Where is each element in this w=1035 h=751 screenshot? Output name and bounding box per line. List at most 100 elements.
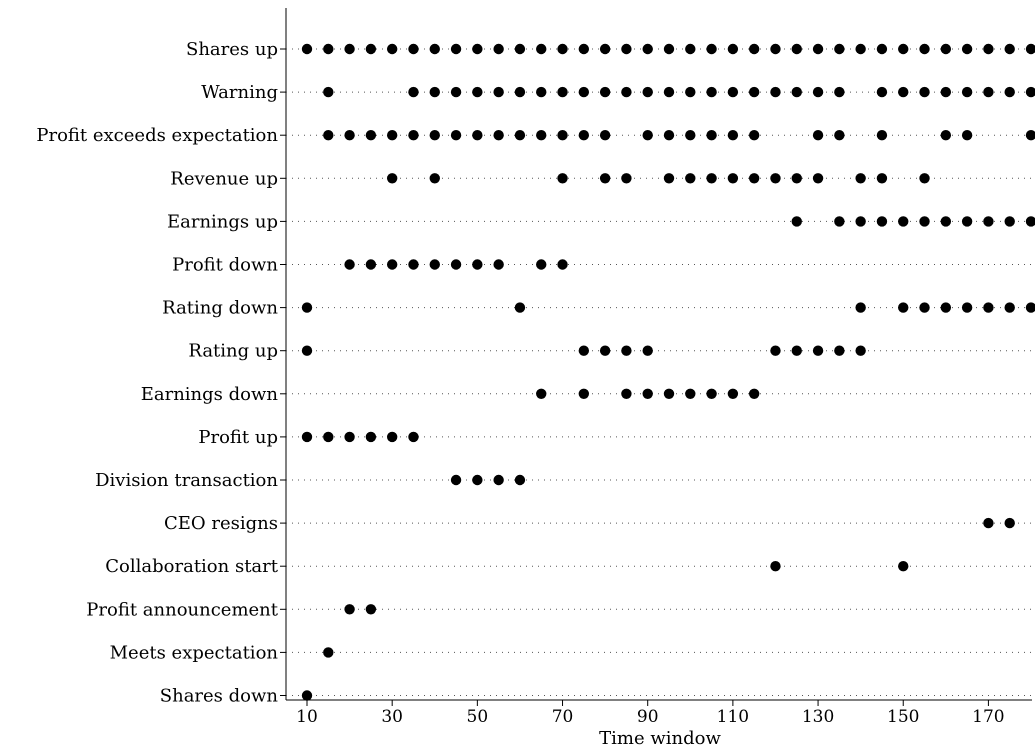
data-point [1025,43,1035,55]
data-point [961,302,973,313]
data-point [599,43,611,55]
data-point [706,130,717,141]
data-point [344,604,355,615]
data-point [685,130,696,141]
data-point [685,388,696,399]
data-point [834,43,845,55]
data-point [983,216,994,227]
data-point [876,86,888,98]
data-point [791,345,802,356]
data-point [578,43,590,55]
data-point [876,173,888,184]
data-point [301,690,313,701]
data-point [450,86,462,98]
data-point [557,130,568,141]
data-point [919,86,930,98]
data-point [791,173,802,184]
data-point [365,130,377,141]
data-point [834,345,845,356]
data-point [812,130,824,141]
data-point [386,259,398,270]
data-point [386,431,398,443]
data-point [642,86,653,98]
data-point [791,43,802,55]
data-point [323,86,334,98]
data-point [514,86,526,98]
x-tick-label: 150 [887,707,919,727]
data-point [578,345,590,356]
data-point [663,173,675,184]
data-point [1025,86,1035,98]
y-tick-label: Shares down [160,686,279,707]
data-point [323,43,334,55]
data-point [621,86,632,98]
data-point [940,216,952,227]
x-tick-label: 30 [381,707,403,727]
data-point [1004,216,1015,227]
y-tick-label: Shares up [186,39,278,60]
data-point [770,86,781,98]
data-point [748,130,760,141]
data-point [919,43,930,55]
x-tick-label: 90 [637,707,659,727]
data-point [983,302,994,313]
data-point [876,130,888,141]
data-point [408,43,419,55]
data-point [408,259,419,270]
data-point [961,43,973,55]
data-point [855,216,866,227]
data-point [323,647,334,658]
data-point [876,216,888,227]
data-point [493,43,504,55]
data-point [493,86,504,98]
data-point [940,130,952,141]
data-point [770,561,781,572]
data-point [855,302,866,313]
data-point [450,259,462,270]
data-point [706,43,717,55]
y-tick-label: Collaboration start [105,556,278,577]
data-point [855,345,866,356]
data-point [1004,517,1015,529]
data-point [365,259,377,270]
data-point [663,43,675,55]
data-point [344,259,355,270]
data-point [812,173,824,184]
data-point [983,517,994,529]
data-point [599,86,611,98]
data-point [642,345,653,356]
data-point [514,130,526,141]
data-point [919,216,930,227]
data-point [472,130,483,141]
data-point [429,130,440,141]
data-point [898,43,909,55]
data-point [706,388,717,399]
data-point [621,388,632,399]
data-point [898,302,909,313]
data-point [599,345,611,356]
x-tick-label: 10 [296,707,318,727]
y-tick-label: CEO resigns [164,513,278,534]
y-tick-label: Profit exceeds expectation [36,125,278,146]
data-point [429,86,440,98]
data-point [876,43,888,55]
data-point [493,474,504,486]
data-point [429,173,440,184]
data-point [536,259,547,270]
data-point [429,259,440,270]
data-point [386,130,398,141]
x-tick-label: 70 [552,707,574,727]
data-point [536,86,547,98]
data-point [663,130,675,141]
y-tick-label: Meets expectation [110,642,279,663]
data-point [514,474,526,486]
data-point [301,431,313,443]
data-point [663,388,675,399]
data-point [642,388,653,399]
data-point [408,431,419,443]
data-point [770,173,781,184]
data-point [472,43,483,55]
data-point [1004,86,1015,98]
data-point [408,130,419,141]
